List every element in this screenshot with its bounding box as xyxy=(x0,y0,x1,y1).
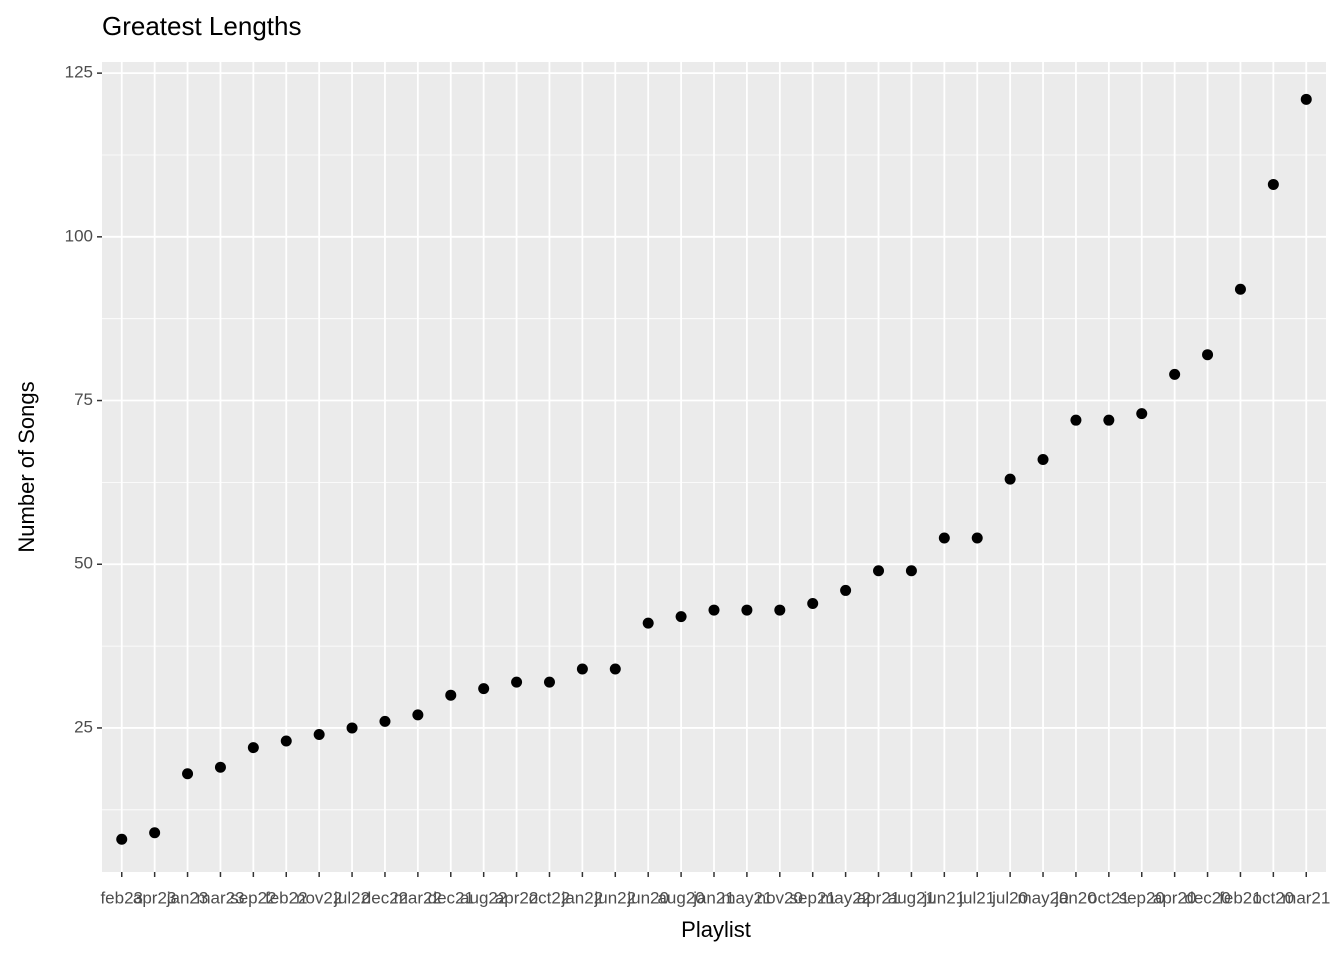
point xyxy=(445,689,457,701)
point xyxy=(1267,178,1279,190)
x-tick-label: apr20 xyxy=(1153,888,1196,907)
point xyxy=(1300,93,1312,105)
x-tick-label: oct21 xyxy=(1088,888,1130,907)
y-tick-label: 25 xyxy=(74,717,93,736)
x-tick-label: jun21 xyxy=(923,888,966,907)
x-tick-label: dec20 xyxy=(1184,888,1230,907)
x-tick-label: apr22 xyxy=(495,888,538,907)
point xyxy=(708,604,720,616)
x-axis-title: Playlist xyxy=(681,917,751,942)
x-tick-label: aug21 xyxy=(888,888,935,907)
point xyxy=(576,663,588,675)
x-tick-label: feb22 xyxy=(265,888,308,907)
point xyxy=(149,827,161,839)
x-tick-label: oct22 xyxy=(529,888,571,907)
x-tick-label: dec21 xyxy=(428,888,474,907)
y-tick-label: 50 xyxy=(74,554,93,573)
x-tick-label: jan20 xyxy=(1054,888,1097,907)
x-tick-label: jan21 xyxy=(692,888,735,907)
point xyxy=(642,617,654,629)
x-tick-label: jul22 xyxy=(333,888,370,907)
point xyxy=(1234,283,1246,295)
x-tick-label: jan22 xyxy=(561,888,604,907)
x-tick-label: sep22 xyxy=(230,888,276,907)
point xyxy=(675,611,687,623)
point xyxy=(873,565,885,577)
x-tick-label: nov22 xyxy=(296,888,342,907)
x-tick-label: may20 xyxy=(1018,888,1069,907)
point xyxy=(609,663,621,675)
chart-title: Greatest Lengths xyxy=(102,11,301,41)
point xyxy=(182,768,194,780)
x-tick-label: jul21 xyxy=(958,888,995,907)
x-tick-label: apr21 xyxy=(857,888,900,907)
x-tick-label: mar21 xyxy=(1282,888,1330,907)
x-tick-label: aug20 xyxy=(657,888,704,907)
x-tick-label: may21 xyxy=(721,888,772,907)
x-tick-label: jun20 xyxy=(626,888,669,907)
point xyxy=(543,676,555,688)
x-tick-label: mar22 xyxy=(394,888,442,907)
point xyxy=(412,709,424,721)
point xyxy=(741,604,753,616)
x-tick-label: jun22 xyxy=(593,888,636,907)
x-tick-label: dec22 xyxy=(362,888,408,907)
x-tick-label: nov20 xyxy=(757,888,803,907)
x-tick-label: feb23 xyxy=(100,888,143,907)
y-tick-label: 100 xyxy=(65,226,93,245)
point xyxy=(774,604,786,616)
point xyxy=(379,715,391,727)
x-tick-label: mar23 xyxy=(196,888,244,907)
y-tick-label: 75 xyxy=(74,390,93,409)
y-axis-title: Number of Songs xyxy=(14,381,39,552)
point xyxy=(478,683,490,695)
x-tick-label: oct20 xyxy=(1253,888,1295,907)
point xyxy=(247,742,259,754)
point xyxy=(1169,368,1181,380)
point xyxy=(1070,414,1082,426)
point xyxy=(1136,408,1148,420)
point xyxy=(280,735,292,747)
point xyxy=(840,584,852,596)
point xyxy=(346,722,358,734)
point xyxy=(971,532,983,544)
point xyxy=(1037,453,1049,465)
x-tick-label: apr23 xyxy=(133,888,176,907)
point xyxy=(116,833,128,845)
x-tick-label: aug22 xyxy=(460,888,507,907)
y-tick-label: 125 xyxy=(65,63,93,82)
x-tick-label: jan23 xyxy=(166,888,209,907)
point xyxy=(1103,414,1115,426)
point xyxy=(1202,349,1214,361)
point xyxy=(807,598,819,610)
point xyxy=(1004,473,1016,485)
x-tick-label: jul20 xyxy=(991,888,1028,907)
point xyxy=(938,532,950,544)
point xyxy=(905,565,917,577)
x-tick-label: sep20 xyxy=(1119,888,1165,907)
x-tick-label: may22 xyxy=(820,888,871,907)
x-tick-label: sep21 xyxy=(790,888,836,907)
x-tick-label: feb21 xyxy=(1219,888,1262,907)
point xyxy=(313,728,325,740)
point xyxy=(214,761,226,773)
point xyxy=(511,676,523,688)
